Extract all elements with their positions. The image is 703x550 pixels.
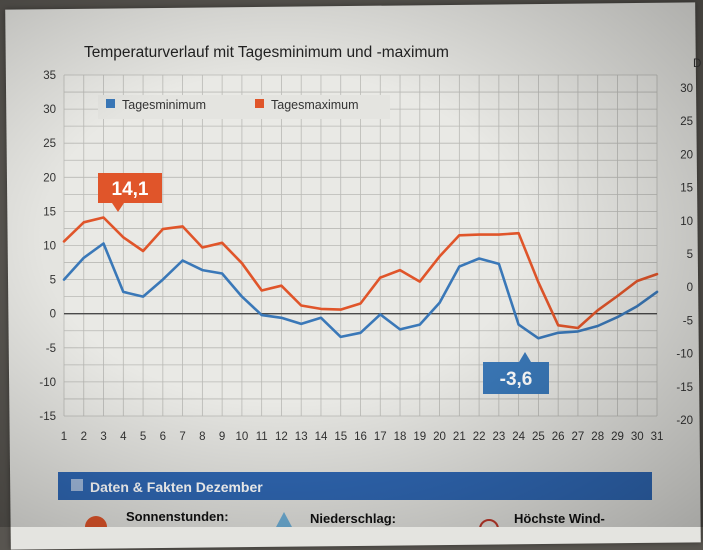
right-tick-label: 15 (680, 183, 693, 195)
y-tick-label: -5 (46, 343, 56, 355)
y-tick-label: 35 (43, 70, 56, 82)
wind-label: Höchste Wind- (514, 511, 605, 526)
x-tick-label: 26 (552, 431, 565, 443)
legend-label-tagesminimum: Tagesminimum (122, 98, 206, 112)
x-tick-label: 8 (199, 431, 205, 443)
y-tick-label: -15 (39, 411, 56, 423)
right-tick-label: 25 (680, 116, 693, 128)
x-tick-label: 7 (179, 431, 185, 443)
x-tick-label: 30 (631, 431, 644, 443)
niederschlag-label: Niederschlag: (310, 511, 396, 526)
callout-max: 14,1 (98, 173, 162, 212)
y-tick-label: 5 (50, 275, 56, 287)
x-tick-label: 16 (354, 431, 367, 443)
x-tick-label: 3 (100, 431, 106, 443)
sun-icon (85, 516, 107, 527)
section-header-bar (58, 472, 652, 500)
y-tick-label: 30 (43, 104, 56, 116)
right-edge-letter: D (693, 58, 701, 70)
x-tick-label: 11 (256, 431, 268, 443)
right-tick-label: 0 (687, 282, 693, 294)
x-tick-label: 1 (61, 431, 67, 443)
sonnenstunden-label: Sonnenstunden: (126, 509, 229, 524)
x-tick-label: 19 (413, 431, 426, 443)
right-tick-label: -5 (683, 315, 693, 327)
right-tick-label: -10 (676, 349, 693, 361)
section-title: Daten & Fakten Dezember (90, 479, 263, 495)
right-axis-ticks: -20 -15 -10 -5 0 5 10 15 20 25 30 (676, 83, 693, 427)
right-tick-label: 20 (680, 149, 693, 161)
x-axis-ticks: 1 2 3 4 5 6 7 8 9 10 11 12 13 14 15 16 17 18 19 20 21 22 23 24 2… (61, 431, 664, 443)
x-tick-label: 10 (236, 431, 249, 443)
x-tick-label: 9 (219, 431, 225, 443)
right-tick-label: 30 (680, 83, 693, 95)
wind-icon (479, 519, 499, 527)
x-tick-label: 2 (81, 431, 87, 443)
x-tick-label: 27 (572, 431, 585, 443)
legend-label-tagesmaximum: Tagesmaximum (271, 98, 359, 112)
x-tick-label: 12 (275, 431, 288, 443)
x-tick-label: 31 (651, 431, 664, 443)
x-tick-label: 15 (334, 431, 347, 443)
y-tick-label: -10 (39, 377, 56, 389)
x-tick-label: 20 (433, 431, 446, 443)
right-tick-label: 5 (687, 249, 693, 261)
x-tick-label: 6 (160, 431, 166, 443)
rain-drop-icon (276, 512, 292, 527)
x-tick-label: 17 (374, 431, 387, 443)
legend-box (98, 95, 390, 119)
x-tick-label: 14 (315, 431, 328, 443)
x-tick-label: 18 (394, 431, 407, 443)
callout-min-label: -3,6 (500, 369, 533, 390)
series-line-tagesminimum (62, 242, 659, 340)
series-layer (62, 216, 659, 340)
x-tick-label: 25 (532, 431, 545, 443)
legend-swatch-tagesmaximum (255, 99, 264, 108)
x-tick-label: 23 (492, 431, 505, 443)
x-tick-label: 28 (591, 431, 604, 443)
legend-swatch-tagesminimum (106, 99, 115, 108)
callout-min-pointer (519, 352, 531, 362)
right-tick-label: -20 (676, 415, 693, 427)
y-axis-ticks: -15 -10 -5 0 5 10 15 20 25 30 35 (39, 70, 56, 423)
y-tick-label: 25 (43, 138, 56, 150)
callout-min-box (483, 362, 549, 394)
callout-max-pointer (112, 203, 124, 212)
x-tick-label: 22 (473, 431, 486, 443)
x-tick-label: 5 (140, 431, 146, 443)
x-tick-label: 29 (611, 431, 624, 443)
chart-title: Temperaturverlauf mit Tagesminimum und -… (84, 44, 449, 61)
right-tick-label: -15 (676, 382, 693, 394)
series-line-tagesmaximum (62, 216, 659, 330)
x-tick-label: 24 (512, 431, 525, 443)
callout-max-label: 14,1 (112, 179, 149, 200)
y-tick-label: 15 (43, 206, 56, 218)
right-tick-label: 10 (680, 216, 693, 228)
callout-max-box (98, 173, 162, 203)
y-tick-label: 20 (43, 172, 56, 184)
callout-min: -3,6 (483, 352, 549, 394)
x-tick-label: 4 (120, 431, 127, 443)
y-tick-label: 0 (50, 309, 56, 321)
section-square-icon (71, 479, 83, 491)
y-tick-label: 10 (43, 241, 56, 253)
x-tick-label: 13 (295, 431, 308, 443)
chart-grid (63, 74, 658, 417)
x-tick-label: 21 (453, 431, 466, 443)
